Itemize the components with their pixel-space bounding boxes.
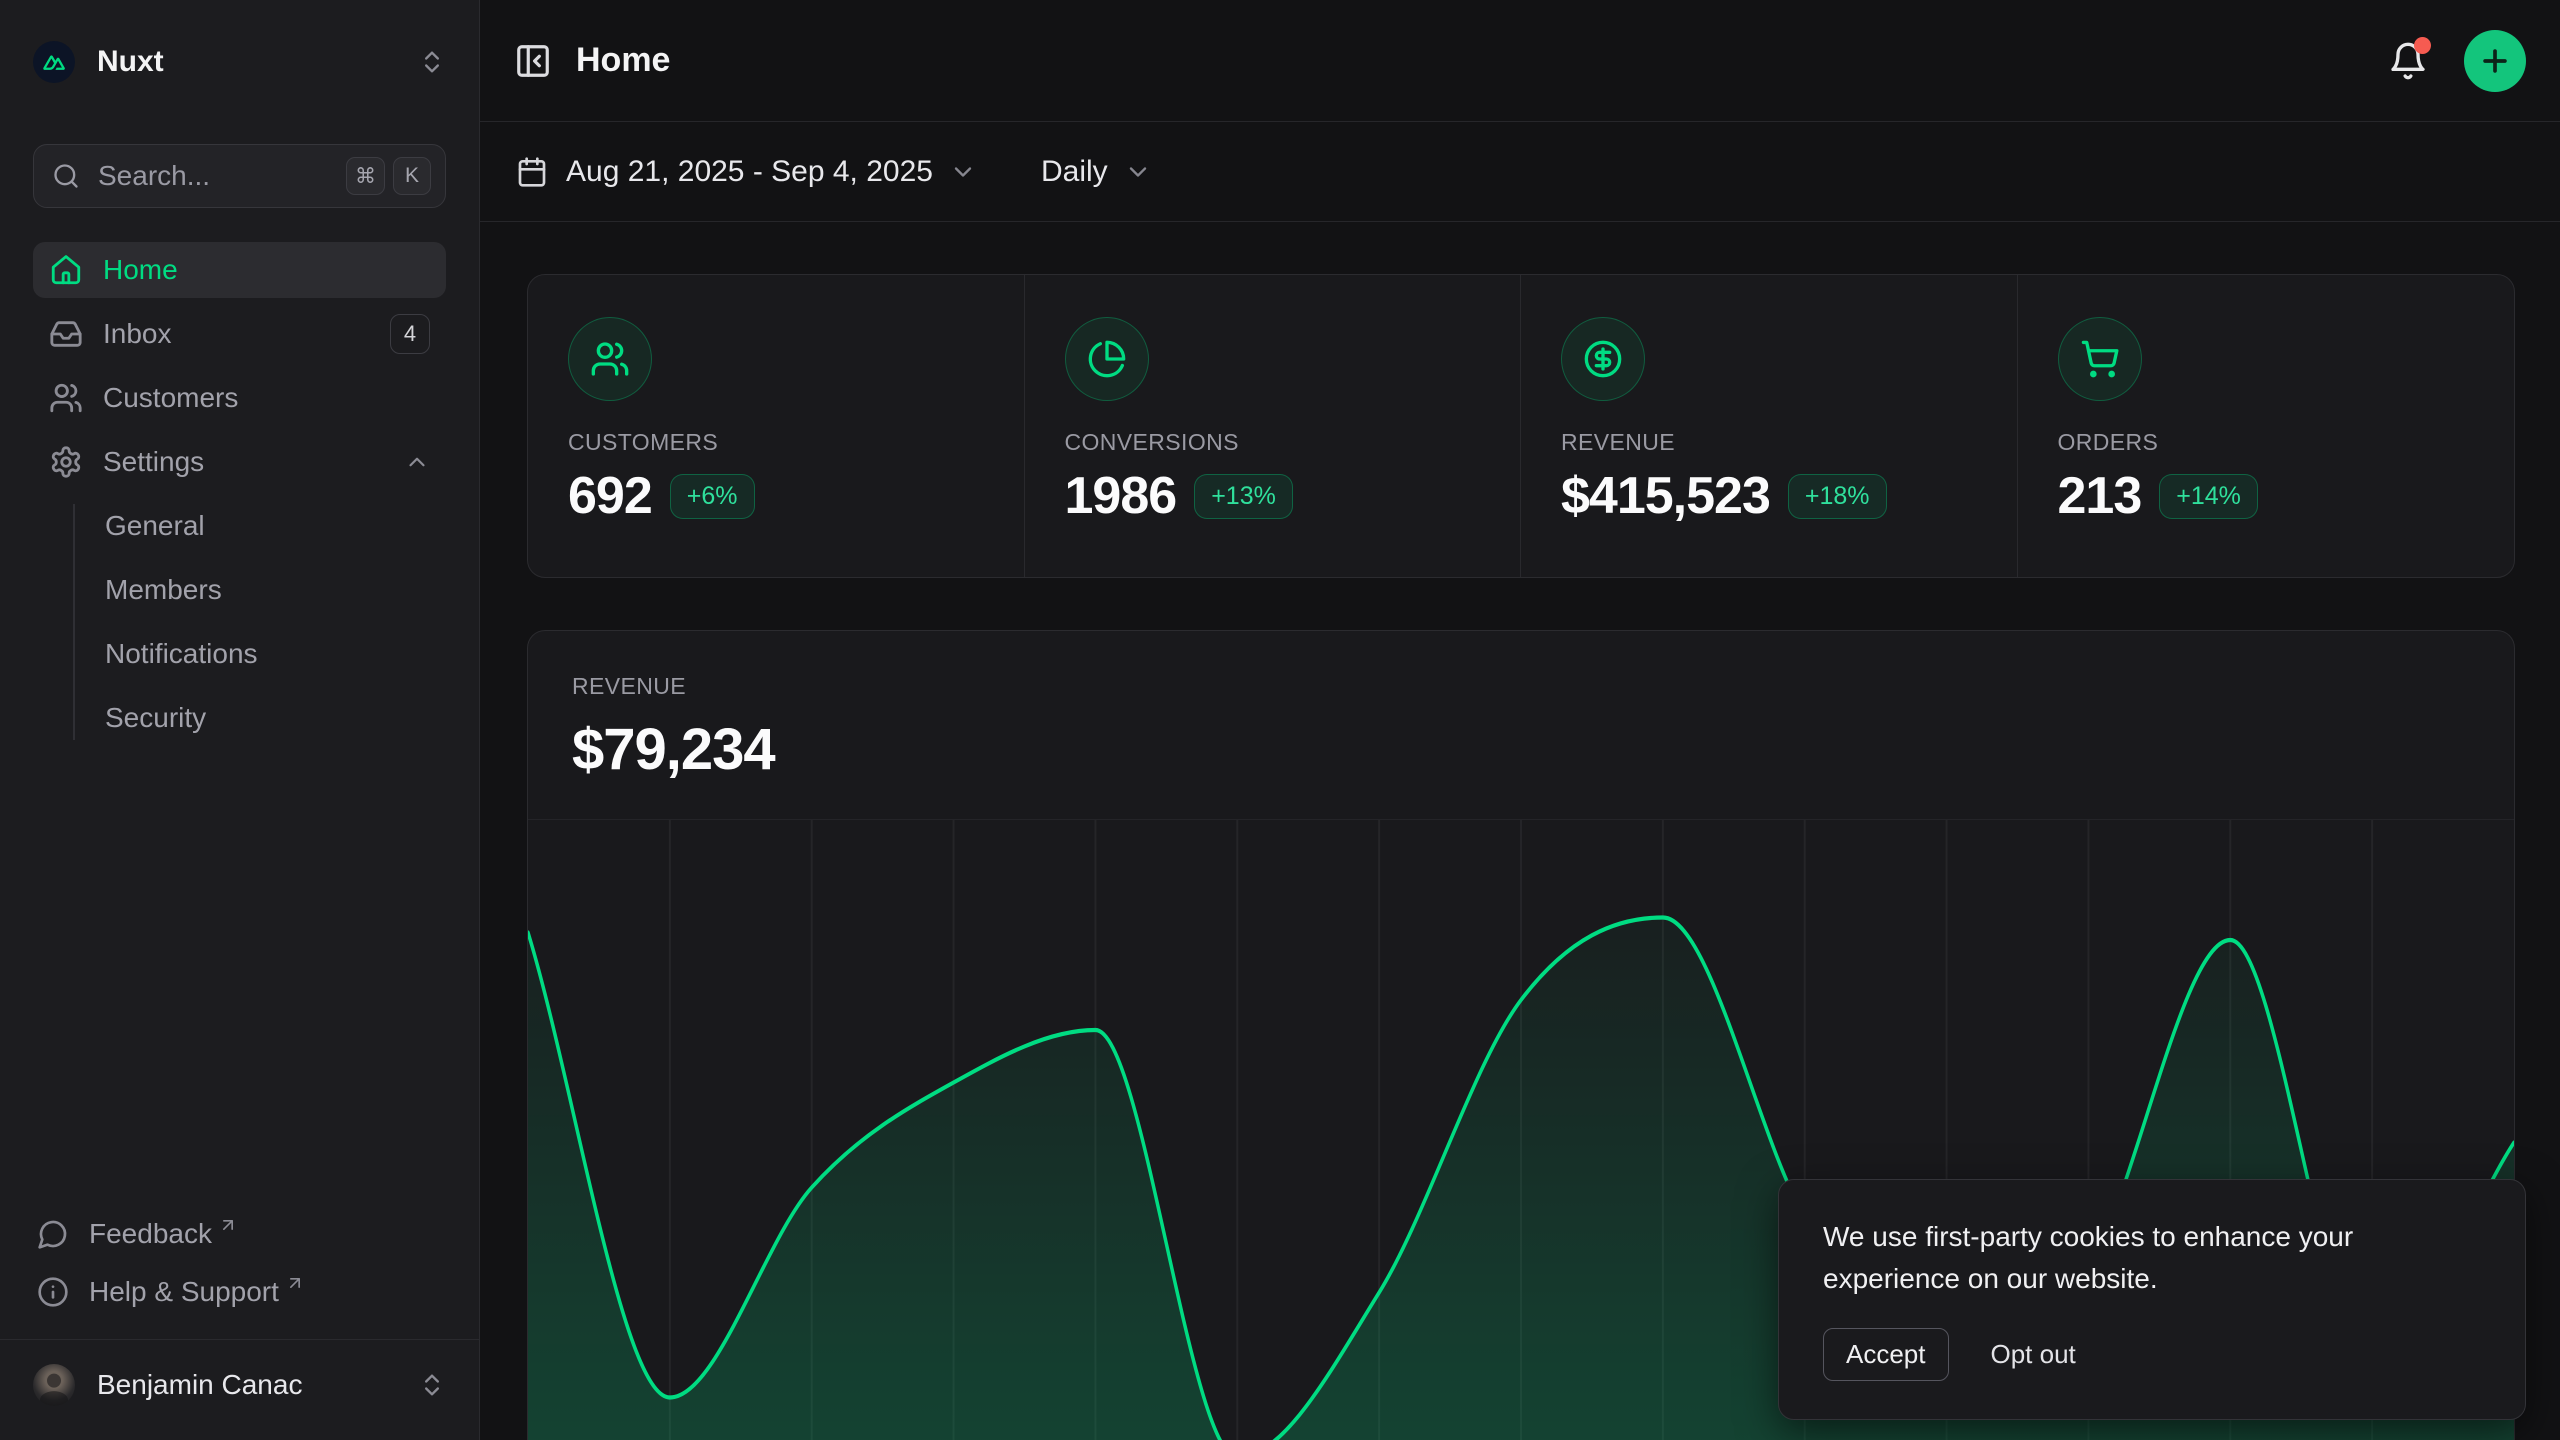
search-icon: [52, 162, 80, 190]
sidebar-item-notifications[interactable]: Notifications: [33, 626, 446, 682]
notification-dot: [2414, 37, 2431, 54]
stat-card-customers: CUSTOMERS 692 +6%: [528, 275, 1025, 577]
sidebar-item-security[interactable]: Security: [33, 690, 446, 746]
stat-delta-badge: +6%: [670, 474, 755, 519]
stats-row: CUSTOMERS 692 +6% CONVERSIONS 1986 +13%: [527, 274, 2515, 578]
users-icon: [49, 381, 83, 415]
external-link-icon: [285, 1273, 305, 1293]
stat-card-orders: ORDERS 213 +14%: [2018, 275, 2515, 577]
date-range-label: Aug 21, 2025 - Sep 4, 2025: [566, 155, 933, 189]
top-header: Home: [480, 0, 2560, 122]
workspace-name: Nuxt: [97, 45, 164, 79]
stat-value: 692: [568, 466, 652, 526]
sidebar-item-home[interactable]: Home: [33, 242, 446, 298]
chevron-up-icon: [404, 449, 430, 475]
notifications-bell-button[interactable]: [2388, 41, 2428, 81]
stat-label: ORDERS: [2058, 429, 2475, 456]
kbd-k: K: [393, 157, 431, 195]
avatar: [33, 1364, 75, 1406]
stat-label: CUSTOMERS: [568, 429, 984, 456]
chevrons-up-down-icon: [418, 48, 446, 76]
sidebar-item-customers[interactable]: Customers: [33, 370, 446, 426]
sidebar-collapse-icon[interactable]: [514, 42, 552, 80]
feedback-link[interactable]: Feedback: [33, 1205, 446, 1263]
search-placeholder: Search...: [98, 160, 210, 192]
sidebar-item-label: Home: [103, 254, 178, 286]
shopping-cart-icon: [2058, 317, 2142, 401]
calendar-icon: [516, 156, 548, 188]
sidebar-item-settings[interactable]: Settings: [33, 434, 446, 490]
sub-item-label: Members: [105, 574, 222, 606]
add-button[interactable]: [2464, 30, 2526, 92]
sub-item-label: General: [105, 510, 205, 542]
user-menu[interactable]: Benjamin Canac: [33, 1340, 446, 1430]
settings-subtree: General Members Notifications Security: [33, 498, 446, 754]
sidebar-item-general[interactable]: General: [33, 498, 446, 554]
stat-value: 213: [2058, 466, 2142, 526]
filter-toolbar: Aug 21, 2025 - Sep 4, 2025 Daily: [480, 122, 2560, 222]
sidebar-item-members[interactable]: Members: [33, 562, 446, 618]
search-input[interactable]: Search... ⌘ K: [33, 144, 446, 208]
stat-delta-badge: +14%: [2159, 474, 2258, 519]
home-icon: [49, 253, 83, 287]
stat-card-conversions: CONVERSIONS 1986 +13%: [1025, 275, 1522, 577]
stat-value: 1986: [1065, 466, 1177, 526]
stat-delta-badge: +18%: [1788, 474, 1887, 519]
message-circle-icon: [37, 1218, 69, 1250]
user-name: Benjamin Canac: [97, 1369, 302, 1401]
sidebar-item-label: Inbox: [103, 318, 172, 350]
stat-label: REVENUE: [1561, 429, 1977, 456]
inbox-count-badge: 4: [390, 314, 430, 354]
granularity-select[interactable]: Daily: [1041, 155, 1152, 189]
cookie-accept-button[interactable]: Accept: [1823, 1328, 1949, 1381]
date-range-picker[interactable]: Aug 21, 2025 - Sep 4, 2025: [516, 155, 977, 189]
cookie-optout-button[interactable]: Opt out: [1991, 1339, 2076, 1370]
users-icon: [568, 317, 652, 401]
circle-dollar-icon: [1561, 317, 1645, 401]
sidebar-item-inbox[interactable]: Inbox 4: [33, 306, 446, 362]
stat-card-revenue: REVENUE $415,523 +18%: [1521, 275, 2018, 577]
sub-item-label: Security: [105, 702, 206, 734]
cookie-message: We use first-party cookies to enhance yo…: [1823, 1216, 2481, 1300]
help-support-label: Help & Support: [89, 1276, 279, 1308]
nuxt-logo-icon: [33, 41, 75, 83]
chevron-down-icon: [1124, 158, 1152, 186]
stat-label: CONVERSIONS: [1065, 429, 1481, 456]
stat-value: $415,523: [1561, 466, 1770, 526]
revenue-card-value: $79,234: [572, 716, 2470, 783]
chevron-down-icon: [949, 158, 977, 186]
granularity-label: Daily: [1041, 155, 1108, 189]
stat-delta-badge: +13%: [1194, 474, 1293, 519]
workspace-switcher[interactable]: Nuxt: [33, 36, 446, 88]
inbox-icon: [49, 317, 83, 351]
gear-icon: [49, 445, 83, 479]
cookie-banner: We use first-party cookies to enhance yo…: [1778, 1179, 2526, 1420]
sidebar-item-label: Settings: [103, 446, 204, 478]
info-circle-icon: [37, 1276, 69, 1308]
chevrons-up-down-icon: [418, 1371, 446, 1399]
feedback-label: Feedback: [89, 1218, 212, 1250]
sidebar-nav: Home Inbox 4 Customers Settings Ge: [33, 242, 446, 754]
pie-chart-icon: [1065, 317, 1149, 401]
sub-item-label: Notifications: [105, 638, 258, 670]
revenue-card-label: REVENUE: [572, 673, 2470, 700]
kbd-cmd: ⌘: [346, 157, 385, 195]
sidebar: Nuxt Search... ⌘ K Home Inbox 4: [0, 0, 480, 1440]
sidebar-item-label: Customers: [103, 382, 238, 414]
help-support-link[interactable]: Help & Support: [33, 1263, 446, 1321]
external-link-icon: [218, 1215, 238, 1235]
page-title: Home: [576, 41, 670, 80]
